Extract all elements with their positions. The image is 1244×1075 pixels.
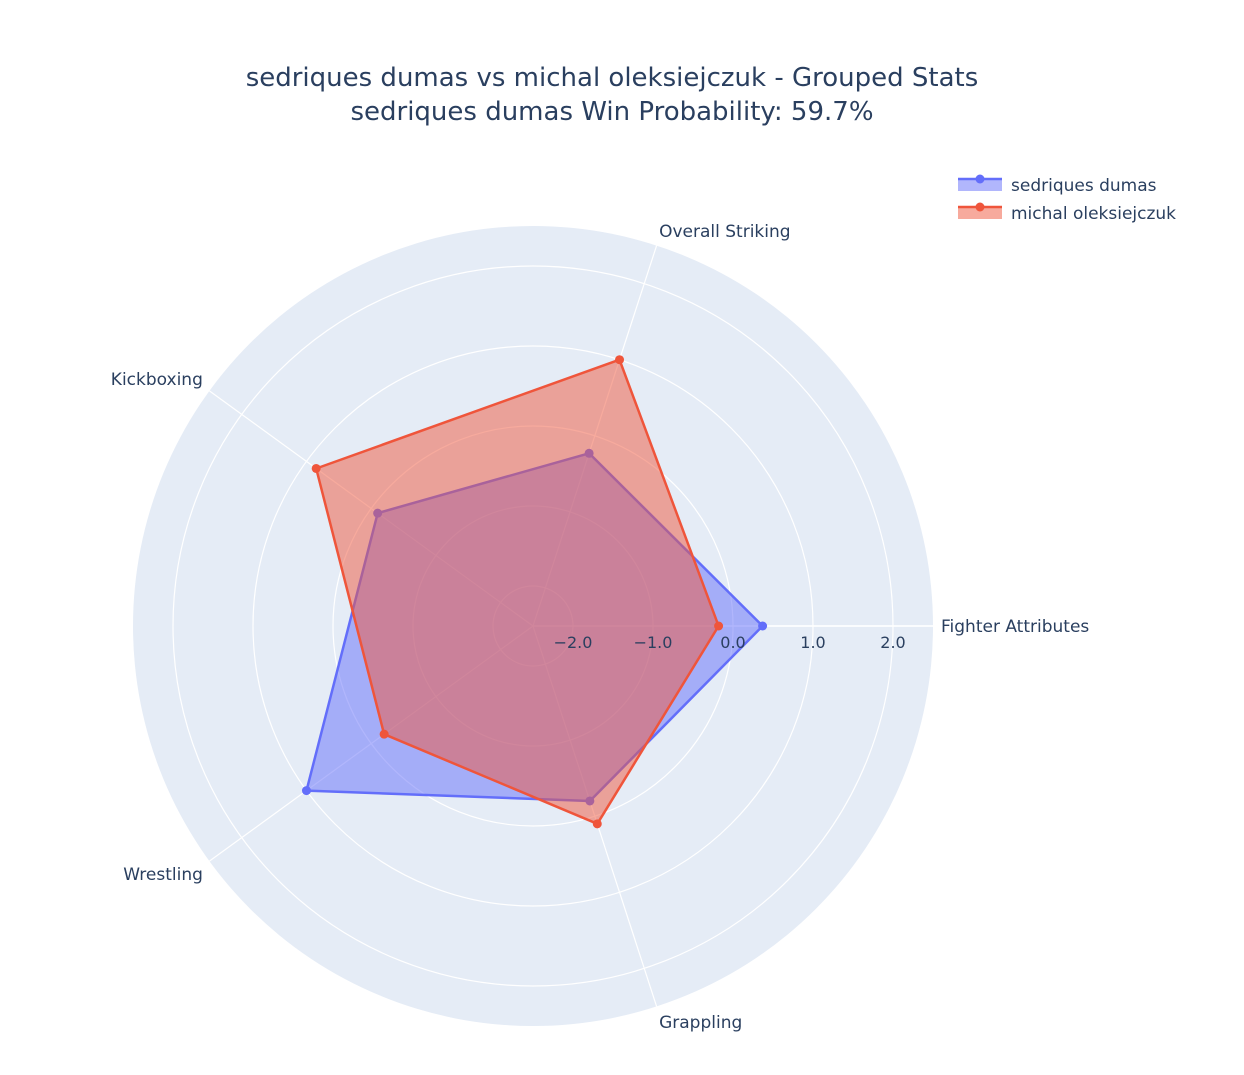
chart-title: sedriques dumas vs michal oleksiejczuk -… bbox=[246, 63, 979, 93]
series-point bbox=[592, 819, 602, 829]
series-point bbox=[615, 355, 625, 365]
series-point bbox=[758, 621, 768, 631]
series-point bbox=[301, 786, 311, 796]
radial-tick-label: 2.0 bbox=[880, 633, 905, 652]
radial-tick-label: 0.0 bbox=[720, 633, 745, 652]
legend-swatch bbox=[958, 179, 1002, 191]
radial-tick-label: 1.0 bbox=[800, 633, 825, 652]
legend-label: sedriques dumas bbox=[1011, 176, 1157, 196]
angular-axis-label: Overall Striking bbox=[659, 222, 790, 242]
polar-plot: −2.0 −1.0 0.0 1.0 2.0 Fighter Attributes Over… bbox=[111, 222, 1090, 1033]
legend-marker bbox=[975, 174, 985, 184]
radial-tick-label: −2.0 bbox=[554, 633, 593, 652]
angular-axis-label: Grappling bbox=[659, 1013, 742, 1033]
legend-label: michal oleksiejczuk bbox=[1011, 204, 1176, 224]
radial-tick-labels: −2.0 −1.0 0.0 1.0 2.0 bbox=[554, 633, 906, 652]
angular-axis-label: Fighter Attributes bbox=[941, 617, 1089, 637]
angular-axis-label: Wrestling bbox=[123, 865, 203, 885]
series-point bbox=[379, 729, 389, 739]
legend-marker bbox=[975, 202, 985, 212]
chart-subtitle: sedriques dumas Win Probability: 59.7% bbox=[350, 97, 873, 127]
series-area bbox=[314, 358, 720, 826]
angular-axis-label: Kickboxing bbox=[111, 370, 203, 390]
legend: sedriques dumas michal oleksiejczuk bbox=[958, 174, 1176, 225]
angular-axis-labels: Fighter Attributes Overall Striking Kickbo… bbox=[111, 222, 1090, 1033]
legend-item[interactable]: sedriques dumas bbox=[958, 174, 1157, 197]
series-point bbox=[311, 463, 321, 473]
legend-swatch bbox=[958, 207, 1002, 219]
series-layer bbox=[301, 355, 768, 829]
legend-item[interactable]: michal oleksiejczuk bbox=[958, 202, 1176, 225]
series-1 bbox=[311, 355, 724, 829]
series-point bbox=[714, 621, 724, 631]
radial-tick-label: −1.0 bbox=[634, 633, 673, 652]
